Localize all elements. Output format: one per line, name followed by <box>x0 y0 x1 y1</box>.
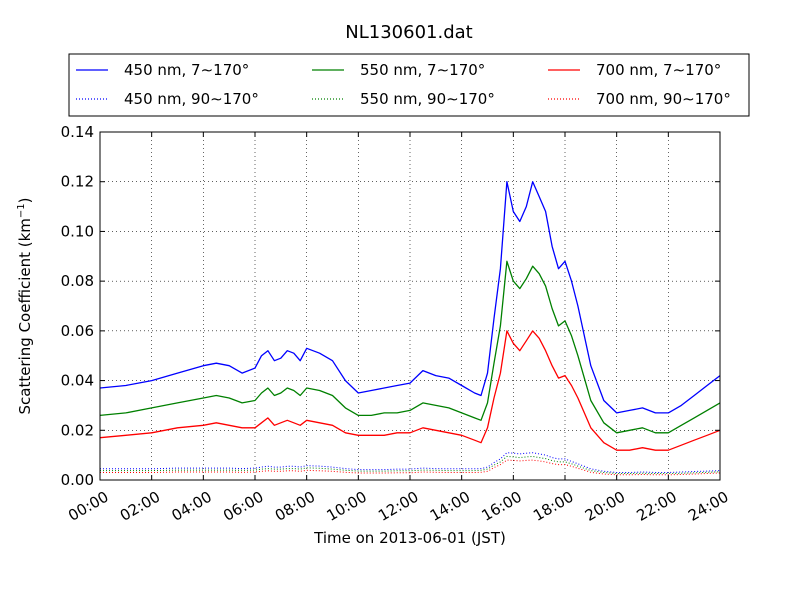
x-tick-label: 02:00 <box>117 488 163 525</box>
x-tick-label: 22:00 <box>633 488 679 525</box>
x-tick-label: 14:00 <box>427 488 473 525</box>
series-line-1 <box>99 260 721 434</box>
legend-label: 700 nm, 7∼170° <box>596 61 721 79</box>
y-tick-label: 0.12 <box>61 173 94 191</box>
y-tick-label: 0.14 <box>61 123 94 141</box>
y-tick-label: 0.10 <box>61 222 94 240</box>
y-tick-label: 0.00 <box>61 471 94 489</box>
x-tick-label: 24:00 <box>685 488 731 525</box>
x-tick-label: 18:00 <box>530 488 576 525</box>
y-axis-label-text: Scattering Coefficient (km <box>16 218 34 414</box>
x-tick-label: 04:00 <box>168 488 214 525</box>
grid <box>100 132 720 480</box>
legend-label: 450 nm, 90∼170° <box>124 90 259 108</box>
y-tick-label: 0.04 <box>61 372 94 390</box>
legend-box <box>68 53 750 117</box>
series-line-2 <box>99 330 721 451</box>
y-axis-label-sup: −1 <box>16 203 27 218</box>
y-axis-label-close: ) <box>16 197 34 203</box>
x-tick-label: 10:00 <box>323 488 369 525</box>
x-tick-label: 00:00 <box>65 488 111 525</box>
chart-title: NL130601.dat <box>345 22 472 43</box>
series-layer <box>99 181 721 476</box>
series-line-5 <box>100 459 721 476</box>
x-axis-label: Time on 2013-06-01 (JST) <box>313 529 506 547</box>
x-axis: 00:00 02:00 04:00 06:00 08:00 10:00 12:00 14:00… <box>65 132 732 525</box>
x-tick-label: 06:00 <box>220 488 266 525</box>
x-tick-label: 12:00 <box>375 488 421 525</box>
x-tick-label: 08:00 <box>272 488 318 525</box>
series-line-0 <box>99 181 721 414</box>
x-tick-label: 16:00 <box>478 488 524 525</box>
y-tick-label: 0.02 <box>61 421 94 439</box>
x-tick-label: 20:00 <box>582 488 628 525</box>
y-axis: 0.00 0.02 0.04 0.06 0.08 0.10 0.12 0.14 <box>61 123 720 489</box>
legend-label: 550 nm, 7∼170° <box>360 61 485 79</box>
legend-label: 700 nm, 90∼170° <box>596 90 731 108</box>
legend-label: 550 nm, 90∼170° <box>360 90 495 108</box>
series-line-3 <box>100 452 721 473</box>
y-tick-label: 0.08 <box>61 272 94 290</box>
y-axis-label: Scattering Coefficient (km−1) <box>16 197 34 414</box>
y-tick-label: 0.06 <box>61 322 94 340</box>
legend: 450 nm, 7∼170° 550 nm, 7∼170° 700 nm, 7∼17… <box>68 53 750 117</box>
legend-label: 450 nm, 7∼170° <box>124 61 249 79</box>
